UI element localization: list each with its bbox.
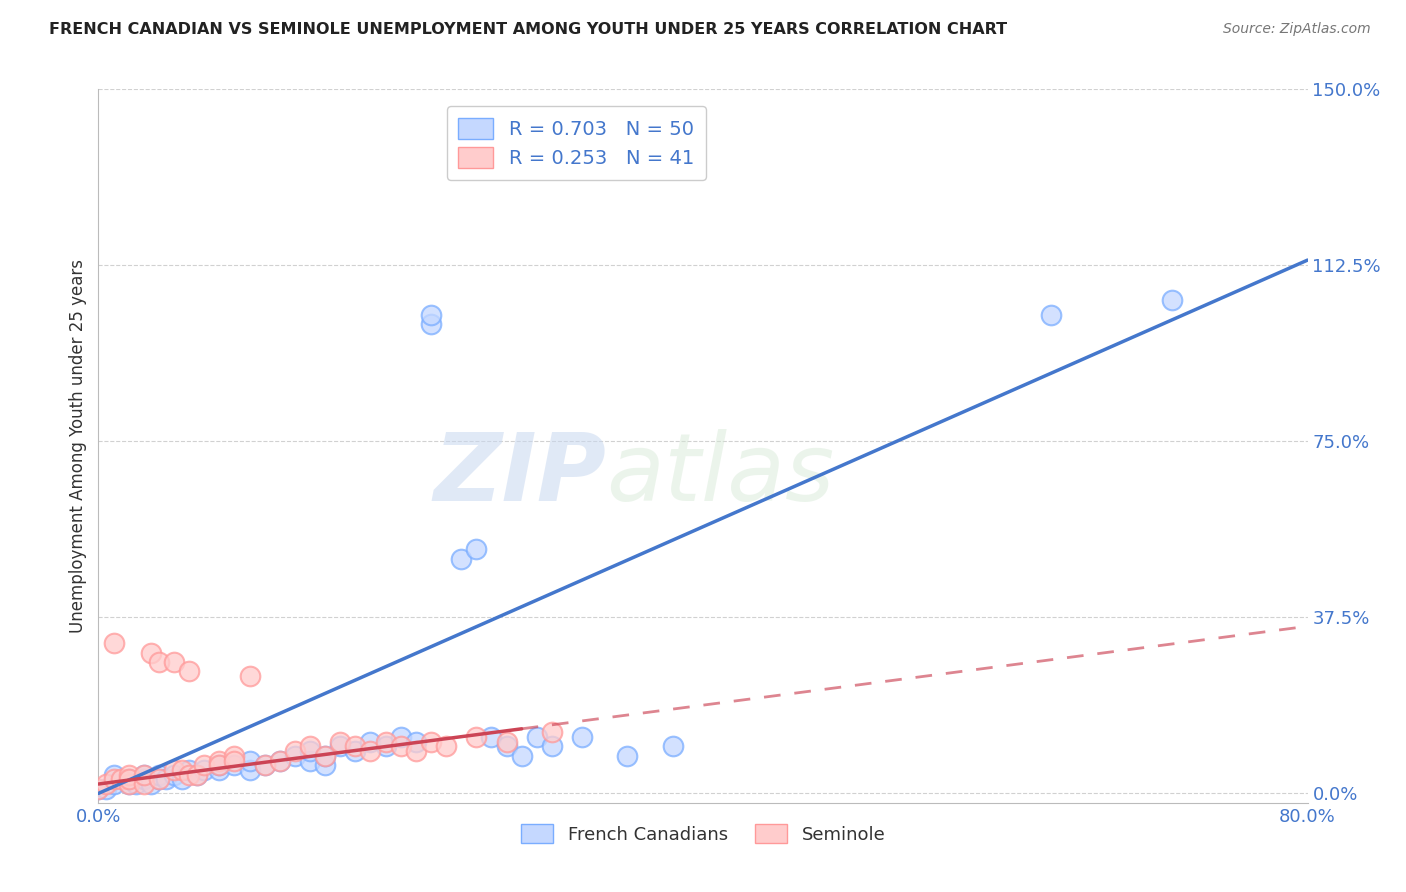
- Point: [208, 763, 231, 777]
- Point: [132, 767, 155, 781]
- Point: [148, 772, 170, 787]
- Point: [420, 317, 443, 331]
- Point: [269, 754, 291, 768]
- Point: [661, 739, 683, 754]
- Text: atlas: atlas: [606, 429, 835, 520]
- Point: [344, 739, 367, 754]
- Point: [94, 781, 117, 796]
- Point: [284, 748, 307, 763]
- Point: [329, 739, 352, 754]
- Point: [186, 767, 208, 781]
- Point: [314, 748, 336, 763]
- Point: [208, 754, 231, 768]
- Point: [118, 772, 141, 787]
- Point: [141, 646, 163, 660]
- Y-axis label: Unemployment Among Youth under 25 years: Unemployment Among Youth under 25 years: [69, 259, 87, 633]
- Point: [132, 767, 155, 781]
- Point: [224, 754, 246, 768]
- Point: [571, 730, 593, 744]
- Point: [329, 735, 352, 749]
- Point: [405, 744, 427, 758]
- Point: [374, 739, 396, 754]
- Point: [510, 748, 533, 763]
- Point: [193, 758, 215, 772]
- Point: [434, 739, 457, 754]
- Point: [1160, 293, 1182, 308]
- Point: [87, 781, 110, 796]
- Text: ZIP: ZIP: [433, 428, 606, 521]
- Point: [179, 763, 201, 777]
- Point: [481, 730, 503, 744]
- Point: [420, 735, 443, 749]
- Point: [179, 767, 201, 781]
- Point: [299, 739, 322, 754]
- Point: [103, 777, 125, 791]
- Point: [208, 758, 231, 772]
- Point: [170, 763, 193, 777]
- Point: [87, 781, 110, 796]
- Point: [163, 655, 186, 669]
- Point: [103, 767, 125, 781]
- Point: [284, 744, 307, 758]
- Point: [103, 772, 125, 787]
- Point: [118, 777, 141, 791]
- Point: [540, 725, 562, 739]
- Point: [148, 655, 170, 669]
- Point: [118, 767, 141, 781]
- Point: [465, 542, 488, 557]
- Point: [360, 735, 382, 749]
- Point: [132, 777, 155, 791]
- Point: [148, 767, 170, 781]
- Text: Source: ZipAtlas.com: Source: ZipAtlas.com: [1223, 22, 1371, 37]
- Point: [224, 758, 246, 772]
- Point: [616, 748, 638, 763]
- Point: [163, 767, 186, 781]
- Point: [94, 777, 117, 791]
- Point: [239, 669, 262, 683]
- Point: [495, 739, 517, 754]
- Point: [132, 772, 155, 787]
- Point: [118, 772, 141, 787]
- Point: [239, 763, 262, 777]
- Point: [163, 763, 186, 777]
- Point: [110, 772, 132, 787]
- Point: [148, 772, 170, 787]
- Point: [299, 744, 322, 758]
- Point: [118, 777, 141, 791]
- Point: [526, 730, 548, 744]
- Point: [155, 772, 177, 787]
- Point: [299, 754, 322, 768]
- Point: [170, 772, 193, 787]
- Point: [420, 308, 443, 322]
- Point: [269, 754, 291, 768]
- Point: [450, 551, 472, 566]
- Point: [1039, 308, 1062, 322]
- Point: [344, 744, 367, 758]
- Point: [253, 758, 276, 772]
- Point: [141, 777, 163, 791]
- Point: [253, 758, 276, 772]
- Point: [540, 739, 562, 754]
- Point: [103, 636, 125, 650]
- Point: [125, 777, 148, 791]
- Point: [465, 730, 488, 744]
- Point: [374, 735, 396, 749]
- Point: [224, 748, 246, 763]
- Point: [193, 763, 215, 777]
- Text: FRENCH CANADIAN VS SEMINOLE UNEMPLOYMENT AMONG YOUTH UNDER 25 YEARS CORRELATION : FRENCH CANADIAN VS SEMINOLE UNEMPLOYMENT…: [49, 22, 1007, 37]
- Point: [389, 730, 412, 744]
- Point: [495, 735, 517, 749]
- Legend: French Canadians, Seminole: French Canadians, Seminole: [513, 817, 893, 851]
- Point: [186, 767, 208, 781]
- Point: [389, 739, 412, 754]
- Point: [208, 758, 231, 772]
- Point: [239, 754, 262, 768]
- Point: [314, 758, 336, 772]
- Point: [405, 735, 427, 749]
- Point: [179, 665, 201, 679]
- Point: [360, 744, 382, 758]
- Point: [314, 748, 336, 763]
